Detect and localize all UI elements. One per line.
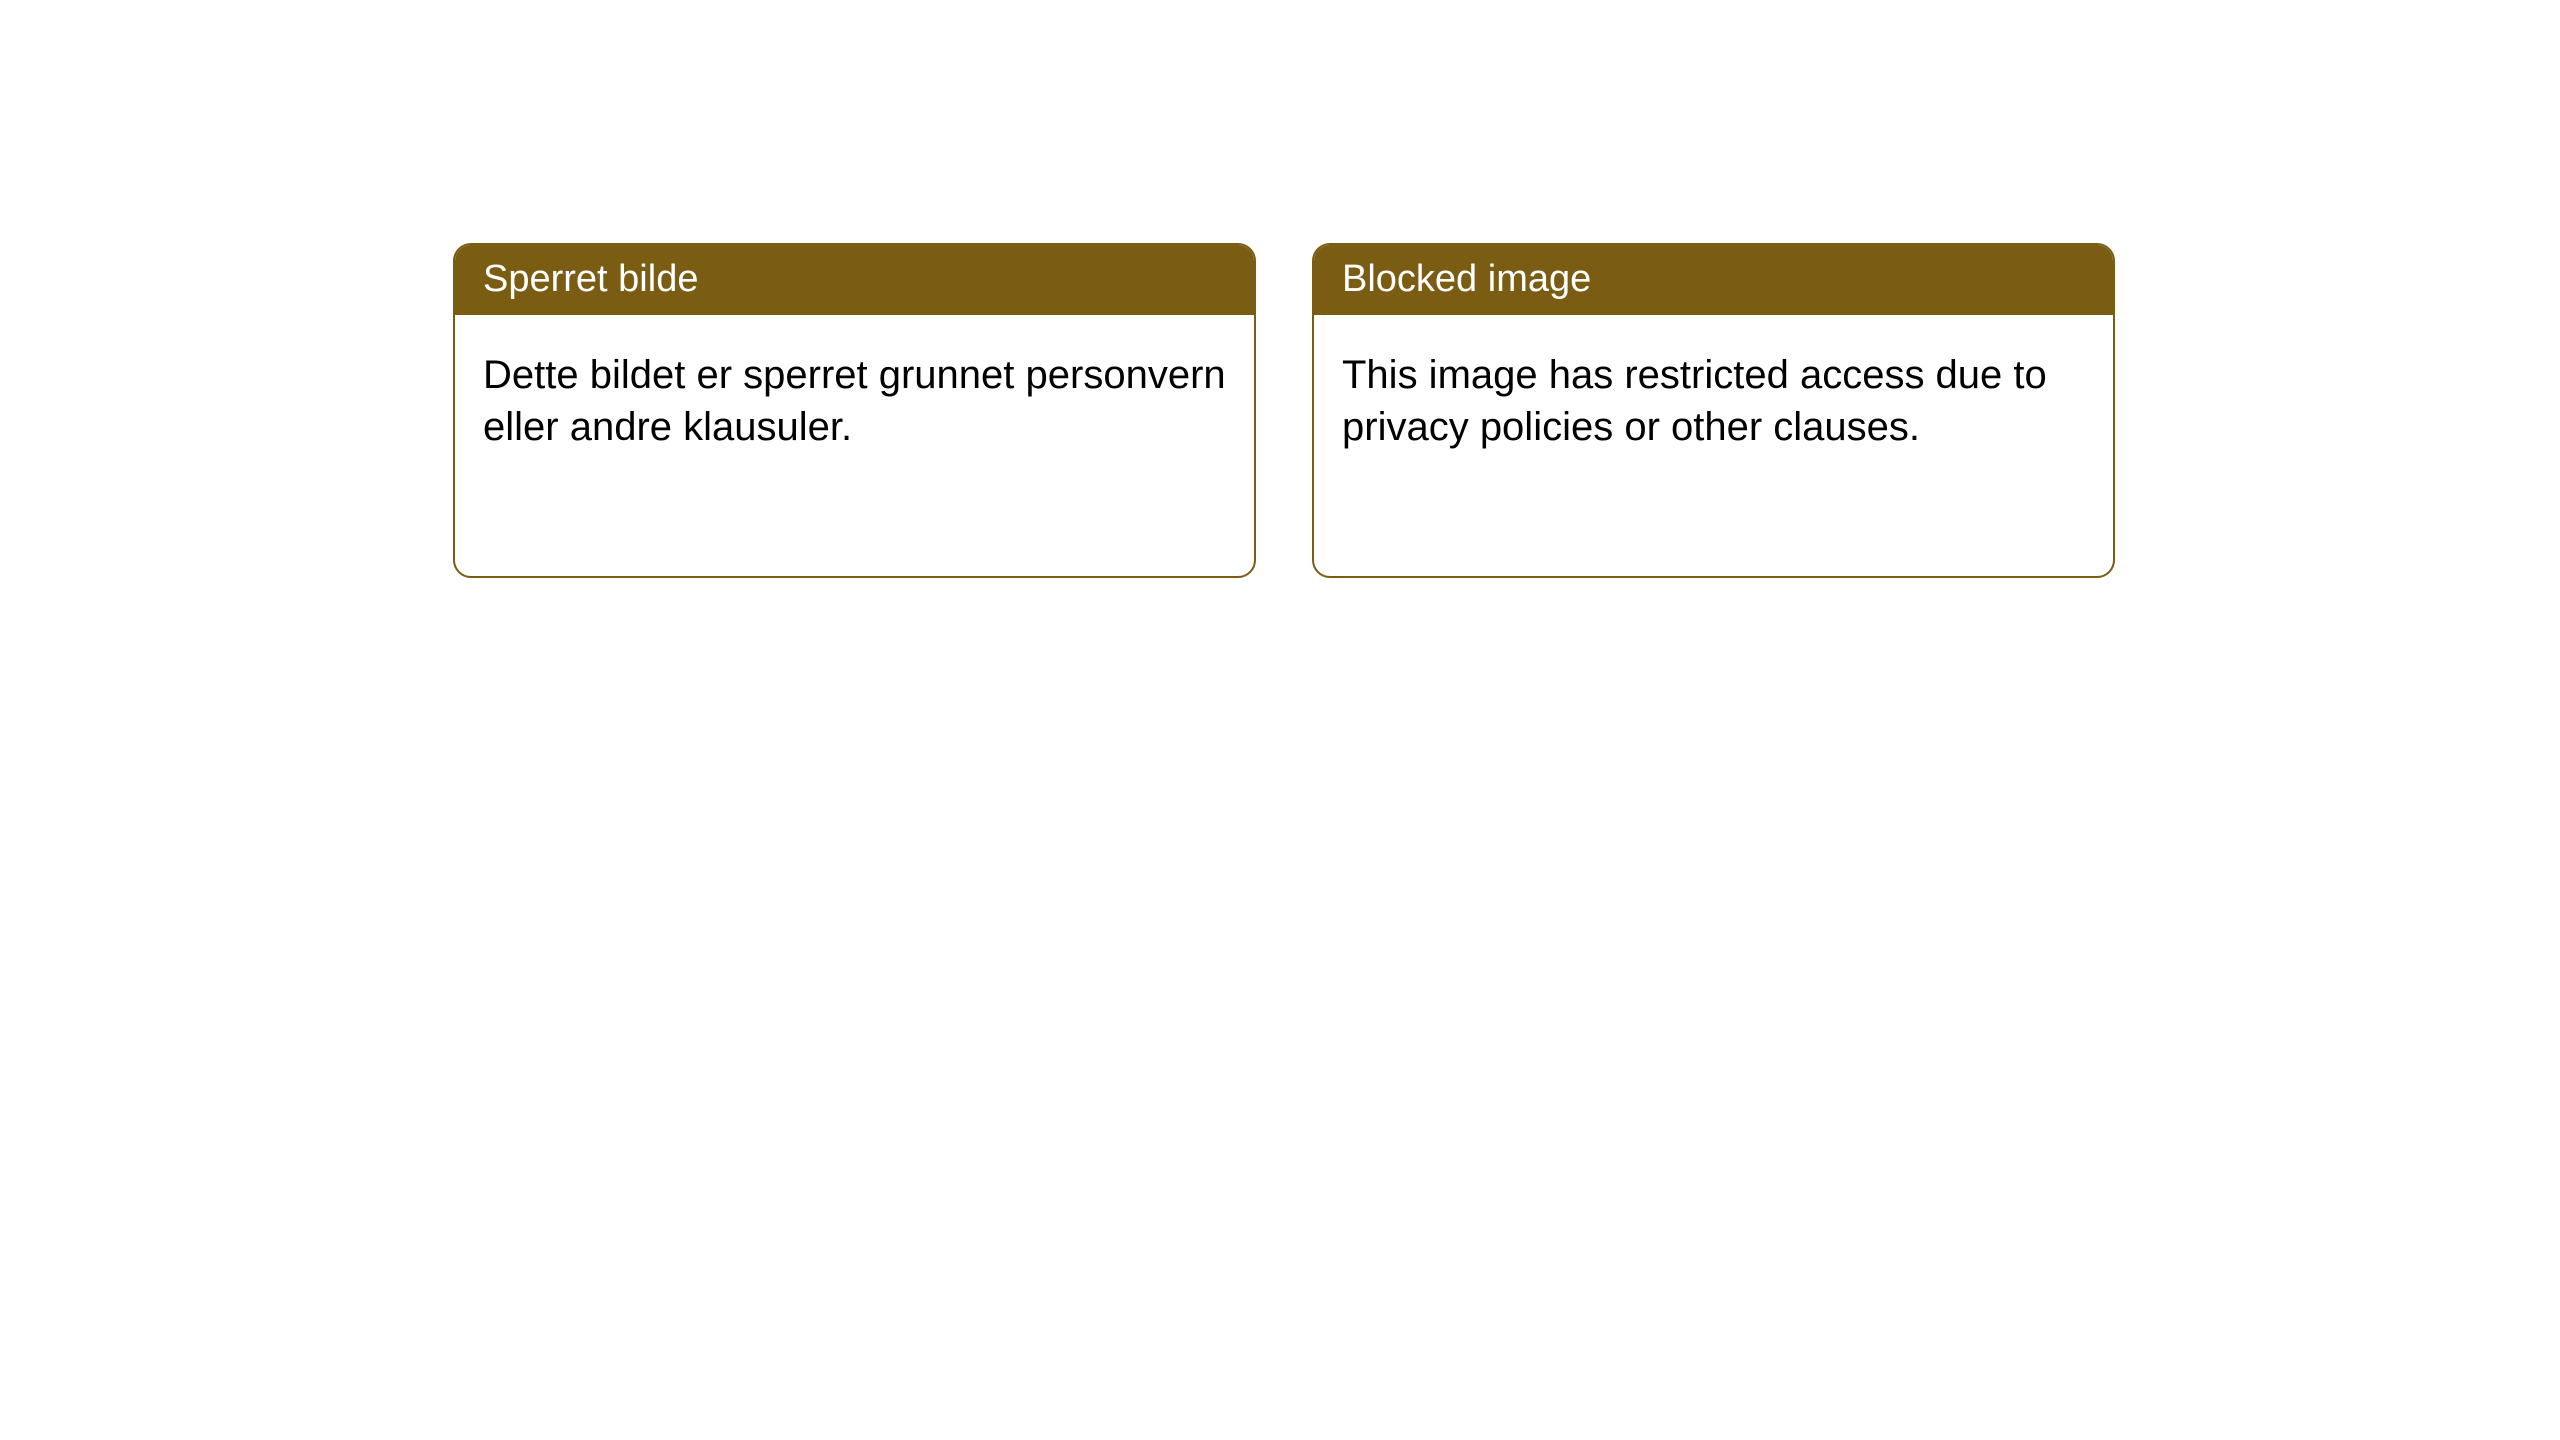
card-body: This image has restricted access due to …: [1314, 315, 2113, 487]
card-body-text: Dette bildet er sperret grunnet personve…: [483, 353, 1226, 449]
card-header-text: Sperret bilde: [483, 258, 698, 300]
card-body: Dette bildet er sperret grunnet personve…: [455, 315, 1254, 487]
notice-cards-container: Sperret bilde Dette bildet er sperret gr…: [453, 243, 2115, 578]
notice-card-norwegian: Sperret bilde Dette bildet er sperret gr…: [453, 243, 1256, 578]
card-header-text: Blocked image: [1342, 258, 1591, 300]
card-header: Blocked image: [1314, 245, 2113, 315]
notice-card-english: Blocked image This image has restricted …: [1312, 243, 2115, 578]
card-body-text: This image has restricted access due to …: [1342, 353, 2047, 449]
card-header: Sperret bilde: [455, 245, 1254, 315]
